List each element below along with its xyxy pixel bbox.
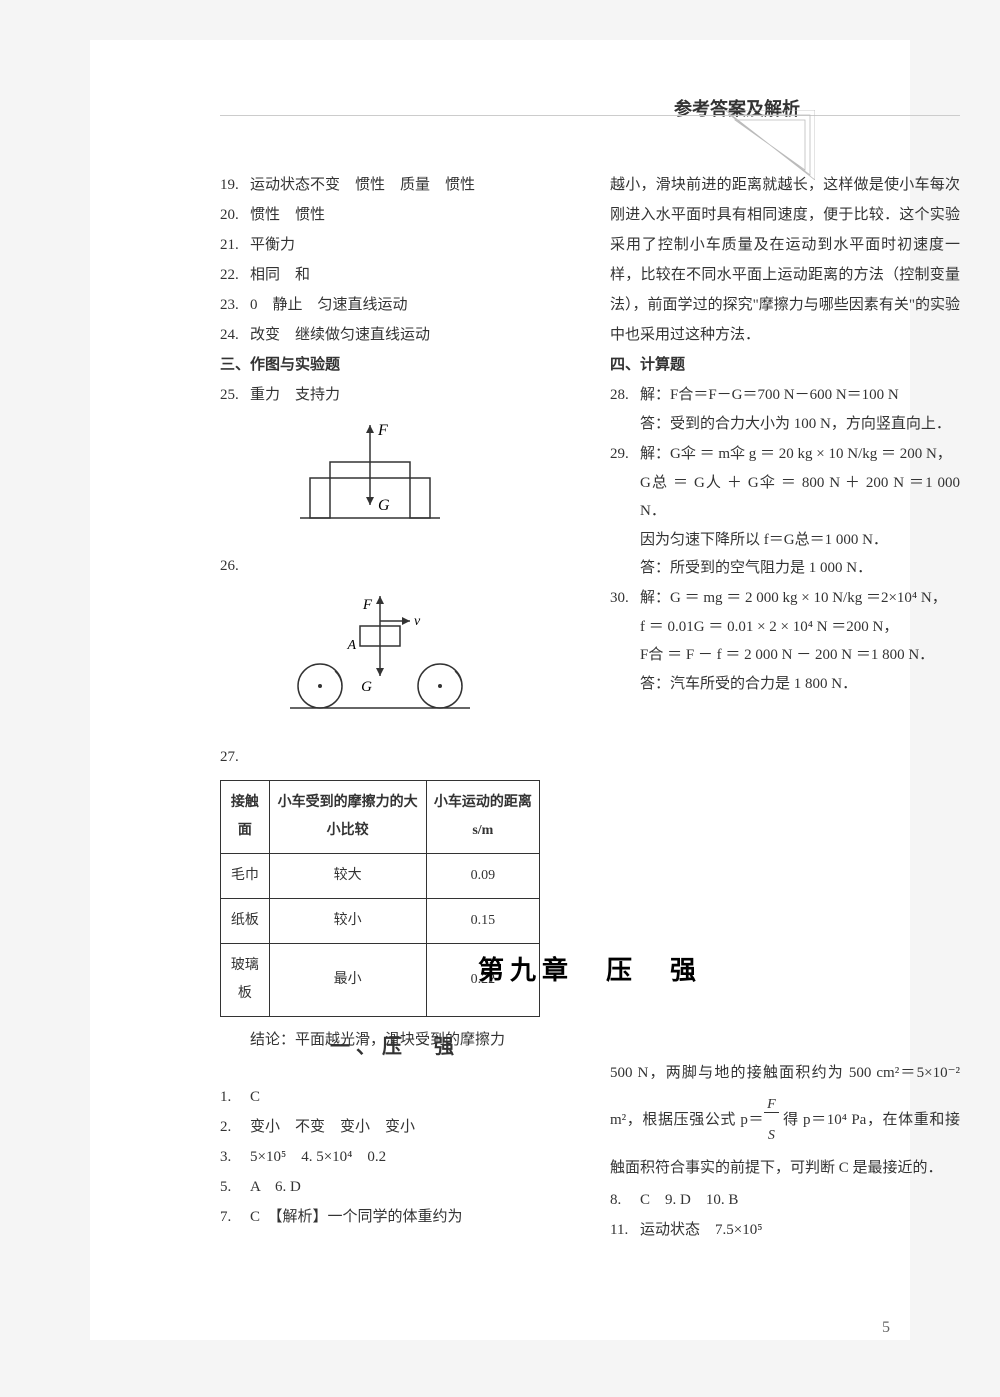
chapter-title: 第九章 压 强 xyxy=(220,950,960,987)
answer-item: 27. xyxy=(220,742,570,772)
chapter-sub-title: 一、压 强 xyxy=(220,1027,570,1067)
answer-item: 3.5×10⁵ 4. 5×10⁴ 0.2 xyxy=(220,1142,570,1172)
force-label-F: F xyxy=(377,422,388,439)
force-label-F: F xyxy=(362,597,373,613)
calc-line: f ＝ 0.01G ＝ 0.01 × 2 × 10⁴ N ＝200 N， xyxy=(640,613,960,642)
calc-line: 因为匀速下降所以 f＝G总＝1 000 N． xyxy=(640,526,960,555)
answer-item: 25.重力 支持力 xyxy=(220,380,570,410)
point-label-A: A xyxy=(346,638,356,653)
figure-25: F G xyxy=(280,420,460,530)
answer-item: 22.相同 和 xyxy=(220,260,570,290)
answer-item: 2.变小 不变 变小 变小 xyxy=(220,1112,570,1142)
answer-item: 21.平衡力 xyxy=(220,230,570,260)
force-label-G: G xyxy=(378,497,390,514)
answer-item: 5.A 6. D xyxy=(220,1172,570,1202)
continuation-paragraph: 越小，滑块前进的距离就越长，这样做是使小车每次刚进入水平面时具有相同速度，便于比… xyxy=(610,170,960,350)
answer-item: 24.改变 继续做匀速直线运动 xyxy=(220,320,570,350)
force-label-G: G xyxy=(361,679,372,695)
answer-item: 26. xyxy=(220,551,570,581)
chapter-left-column: 一、压 强 1.C 2.变小 不变 变小 变小 3.5×10⁵ 4. 5×10⁴… xyxy=(220,1017,570,1245)
calc-line: 答：汽车所受的合力是 1 800 N． xyxy=(640,670,960,699)
explanation-paragraph: 500 N，两脚与地的接触面积约为 500 cm²＝5×10⁻² m²，根据压强… xyxy=(610,1057,960,1185)
calc-line: 答：所受到的空气阻力是 1 000 N． xyxy=(640,554,960,583)
page-number: 5 xyxy=(882,1319,890,1337)
answer-item: 20.惯性 惯性 xyxy=(220,200,570,230)
answer-item: 23.0 静止 匀速直线运动 xyxy=(220,290,570,320)
header-divider xyxy=(220,115,960,116)
calc-line: 答：受到的合力大小为 100 N，方向竖直向上． xyxy=(640,410,960,439)
fraction: FS xyxy=(764,1090,779,1152)
section-heading-3: 三、作图与实验题 xyxy=(220,350,570,380)
answer-item: 19.运动状态不变 惯性 质量 惯性 xyxy=(220,170,570,200)
calc-item: 28.解：F合＝F－G＝700 N－600 N＝100 N xyxy=(610,380,960,410)
chapter-right-column: 500 N，两脚与地的接触面积约为 500 cm²＝5×10⁻² m²，根据压强… xyxy=(610,1017,960,1245)
table-row: 接触面 小车受到的摩擦力的大小比较 小车运动的距离 s/m xyxy=(221,781,540,854)
calc-item: 29.解：G伞 ＝ m伞 g ＝ 20 kg × 10 N/kg ＝ 200 N… xyxy=(610,439,960,469)
calc-item: 30.解：G ＝ mg ＝ 2 000 kg × 10 N/kg ＝2×10⁴ … xyxy=(610,583,960,613)
table-row: 毛巾 较大 0.09 xyxy=(221,854,540,899)
page: 参考答案及解析 19.运动状态不变 惯性 质量 惯性 20.惯性 惯性 21.平… xyxy=(90,40,910,1340)
calc-line: F合 ＝ F － f ＝ 2 000 N － 200 N ＝1 800 N． xyxy=(640,641,960,670)
answer-item: 7.C 【解析】一个同学的体重约为 xyxy=(220,1202,570,1232)
calc-line: G总 ＝ G人 ＋ G伞 ＝ 800 N ＋ 200 N ＝1 000 N． xyxy=(640,469,960,526)
chapter-section: 第九章 压 强 一、压 强 1.C 2.变小 不变 变小 变小 3.5×10⁵ … xyxy=(220,910,960,1245)
velocity-label: v xyxy=(414,614,421,629)
answer-item: 11.运动状态 7.5×10⁵ xyxy=(610,1215,960,1245)
answer-item: 8.C 9. D 10. B xyxy=(610,1185,960,1215)
figure-26: F v A G xyxy=(280,591,480,721)
answer-item: 1.C xyxy=(220,1082,570,1112)
section-heading-4: 四、计算题 xyxy=(610,350,960,380)
